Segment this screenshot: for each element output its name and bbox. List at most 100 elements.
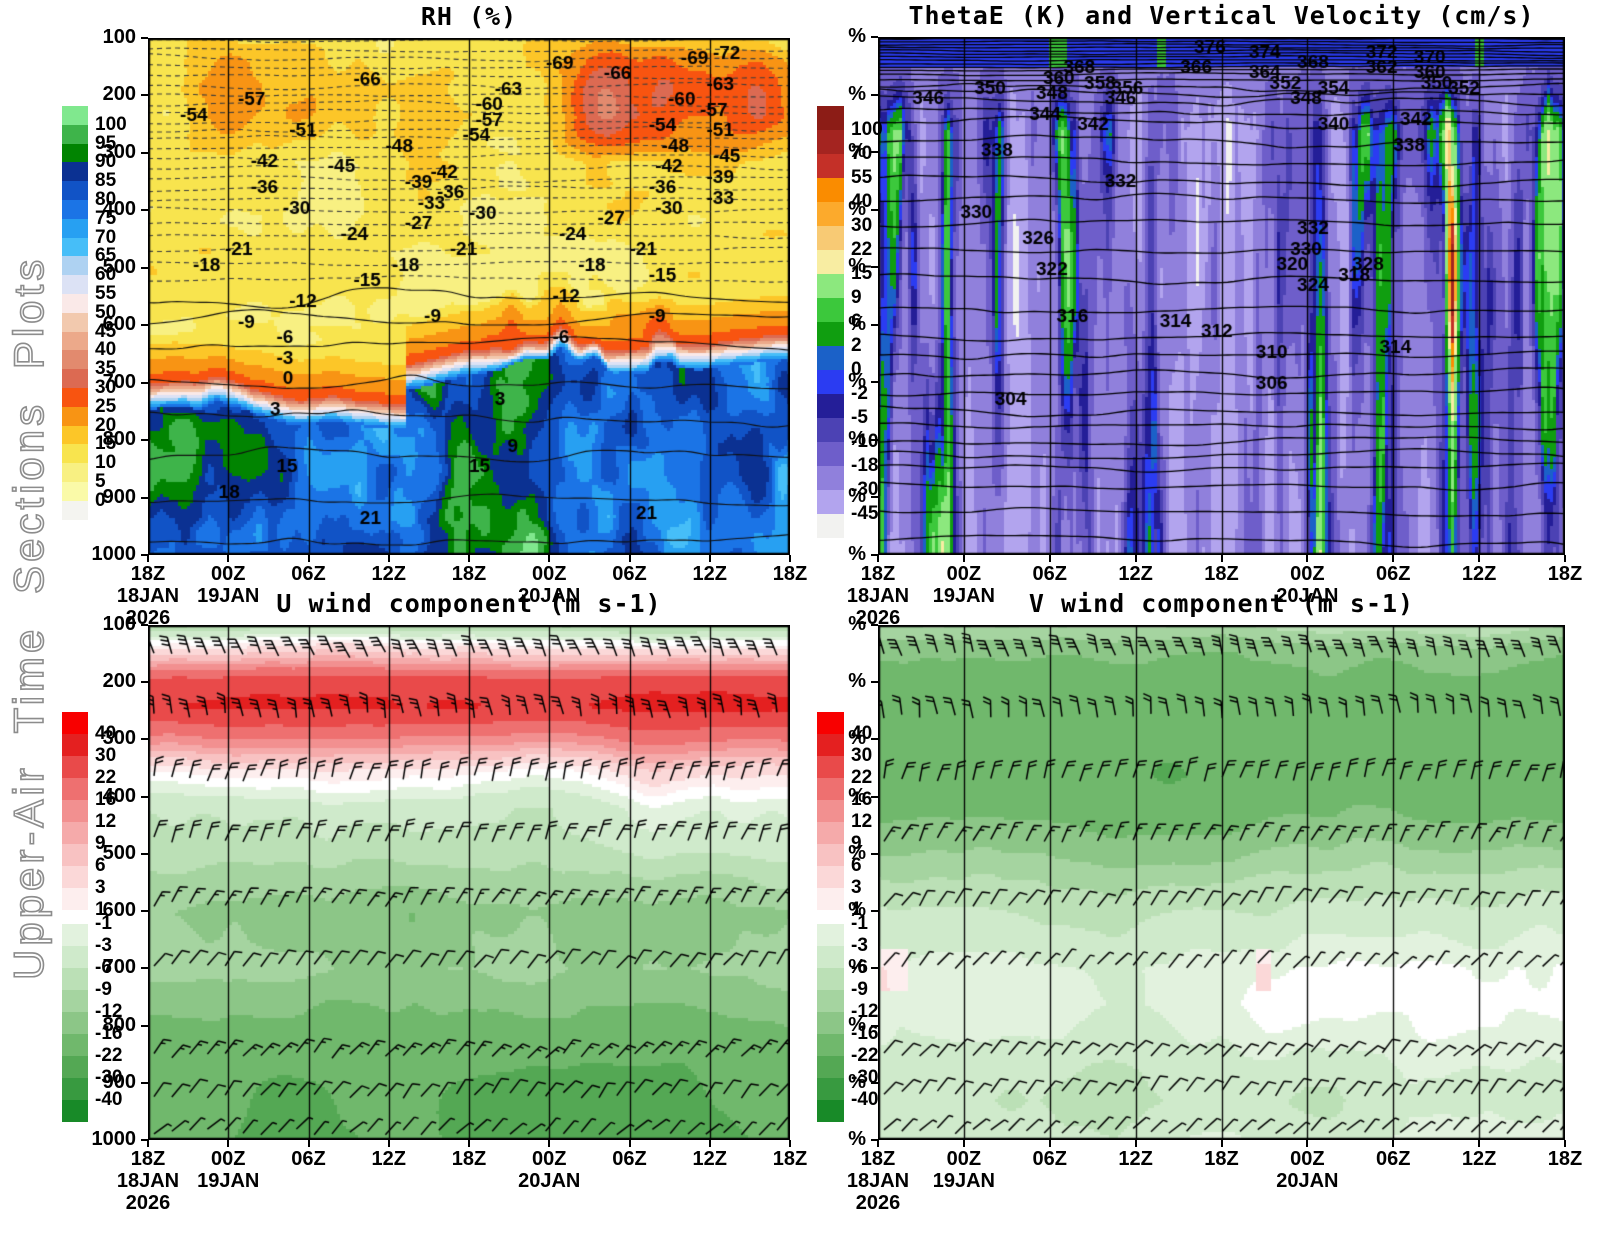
uwind-ytick-label: 200	[102, 670, 136, 693]
rh-xtick-time: 18Z	[772, 563, 808, 585]
uwind-xtick-time: 06Z	[291, 1148, 326, 1170]
uwind-ytick-mark	[141, 1139, 148, 1141]
rh-colorbar-segment	[62, 387, 88, 407]
rh-colorbar-label: 30	[95, 377, 117, 398]
thetae-colorbar-label: 9	[851, 287, 862, 308]
thetae-colorbar-segment	[817, 394, 844, 418]
vwind-xtick-mark	[1564, 1140, 1566, 1147]
uwind-colorbar-label: 40	[95, 723, 117, 744]
rh-colorbar-label: 65	[95, 245, 117, 267]
thetae-colorbar-segment	[817, 250, 844, 274]
vwind-colorbar-segment	[817, 1012, 844, 1034]
rh-colorbar-segment	[62, 463, 88, 482]
vwind-colorbar-label: 22	[851, 767, 873, 788]
uwind-xtick-time: 18Z	[772, 1148, 808, 1170]
rh-colorbar-label: 45	[95, 320, 117, 342]
rh-colorbar-segment	[62, 199, 88, 219]
vwind-ytick-label: %	[848, 1070, 866, 1093]
thetae-colorbar-label: 0	[851, 359, 862, 380]
thetae-colorbar-segment	[817, 322, 844, 346]
rh-colorbar-segment	[62, 218, 88, 238]
thetae-ytick-mark	[871, 496, 878, 499]
rh-plot-canvas	[148, 38, 790, 555]
rh-colorbar-label: 40	[95, 339, 117, 361]
uwind-xtick-time: 00Z	[532, 1148, 567, 1170]
vwind-xtick-time: 18Z	[1204, 1148, 1239, 1170]
rh-colorbar-label: 100	[95, 113, 127, 135]
thetae-xtick-mark	[1220, 555, 1223, 562]
rh-ytick-label: 900	[102, 485, 136, 508]
rh-ytick-mark	[141, 209, 148, 212]
rh-xtick-time: 06Z	[612, 563, 647, 585]
rh-colorbar-segment	[62, 369, 88, 388]
thetae-colorbar-label: -45	[851, 503, 879, 524]
uwind-colorbar-segment	[62, 1056, 88, 1078]
uwind-ytick-mark	[141, 624, 148, 626]
uwind-colorbar-label: -40	[95, 1089, 123, 1110]
thetae-xtick-mark	[1134, 555, 1137, 562]
vwind-ytick-label: %	[848, 727, 866, 750]
rh-xtick-mark	[708, 555, 711, 562]
rh-ytick-mark	[141, 554, 148, 556]
thetae-colorbar-segment	[817, 202, 844, 226]
vwind-xtick-time: 12Z	[1461, 1148, 1497, 1170]
rh-colorbar-label: 60	[95, 264, 117, 286]
vwind-colorbar-label: 40	[851, 723, 873, 744]
uwind-colorbar-label: -16	[95, 1023, 123, 1044]
uwind-xtick-time: 00Z	[211, 1148, 246, 1170]
thetae-colorbar-segment	[817, 106, 844, 130]
rh-colorbar-segment	[62, 106, 88, 125]
uwind-xtick-time: 18Z	[130, 1148, 166, 1170]
thetae-xtick-time: 12Z	[1461, 563, 1497, 585]
vwind-xtick-mark	[1392, 1140, 1395, 1147]
thetae-ytick-label: %	[848, 197, 866, 220]
uwind-ytick-mark	[141, 681, 148, 684]
vwind-xtick-date: 20JAN	[1276, 1170, 1339, 1192]
vwind-xtick-time: 06Z	[1376, 1148, 1411, 1170]
uwind-xtick-mark	[227, 1140, 230, 1147]
vwind-colorbar-segment	[817, 866, 844, 888]
rh-colorbar-segment	[62, 256, 88, 276]
thetae-colorbar-label: 100	[851, 119, 883, 140]
thetae-ytick-label: %	[848, 485, 866, 508]
uwind-xtick-time: 12Z	[692, 1148, 727, 1170]
rh-colorbar-label: 25	[95, 395, 117, 417]
uwind-xtick-date: 20JAN	[518, 1170, 581, 1192]
uwind-colorbar-label: 9	[95, 833, 106, 854]
thetae-colorbar-segment	[817, 130, 844, 154]
uwind-ytick-label: 400	[102, 784, 136, 807]
vwind-y-axis: %%%%%%%%%%	[826, 613, 878, 1150]
rh-ytick-mark	[141, 439, 148, 442]
rh-colorbar-segment	[62, 312, 88, 332]
rh-colorbar-label: 85	[95, 170, 117, 192]
vwind-colorbar-body	[817, 712, 844, 1122]
vwind-colorbar-segment	[817, 990, 844, 1012]
vwind-ytick-label: %	[848, 1013, 866, 1036]
vwind-xtick-date: 19JAN	[932, 1170, 995, 1192]
thetae-xtick-mark	[1306, 555, 1309, 562]
uwind-ytick-mark	[141, 738, 148, 741]
thetae-xtick-mark	[1564, 555, 1566, 562]
vwind-ytick-label: %	[848, 1128, 866, 1150]
page-title-vertical: Upper-Air Time Sections Plots	[4, 255, 53, 981]
rh-colorbar-segment	[62, 425, 88, 445]
vwind-ytick-mark	[871, 624, 878, 626]
rh-xtick-mark	[147, 555, 149, 562]
thetae-colorbar-label: 70	[851, 143, 873, 164]
thetae-xtick-time: 06Z	[1376, 563, 1411, 585]
vwind-colorbar-segment	[817, 822, 844, 844]
thetae-ytick-label: %	[848, 312, 866, 335]
thetae-colorbar-segment	[817, 346, 844, 370]
vwind-plot-canvas	[878, 625, 1565, 1140]
uwind-colorbar-label: -12	[95, 1001, 123, 1022]
vwind-colorbar-segment	[817, 800, 844, 822]
thetae-xtick-mark	[962, 555, 965, 562]
vwind-colorbar-segment	[817, 924, 844, 946]
rh-xtick-mark	[789, 555, 791, 562]
rh-colorbar-label: 90	[95, 151, 117, 173]
rh-ytick-mark	[141, 94, 148, 97]
thetae-xtick-mark	[877, 555, 879, 562]
vwind-xtick-time: 18Z	[1547, 1148, 1583, 1170]
thetae-ytick-mark	[871, 208, 878, 211]
